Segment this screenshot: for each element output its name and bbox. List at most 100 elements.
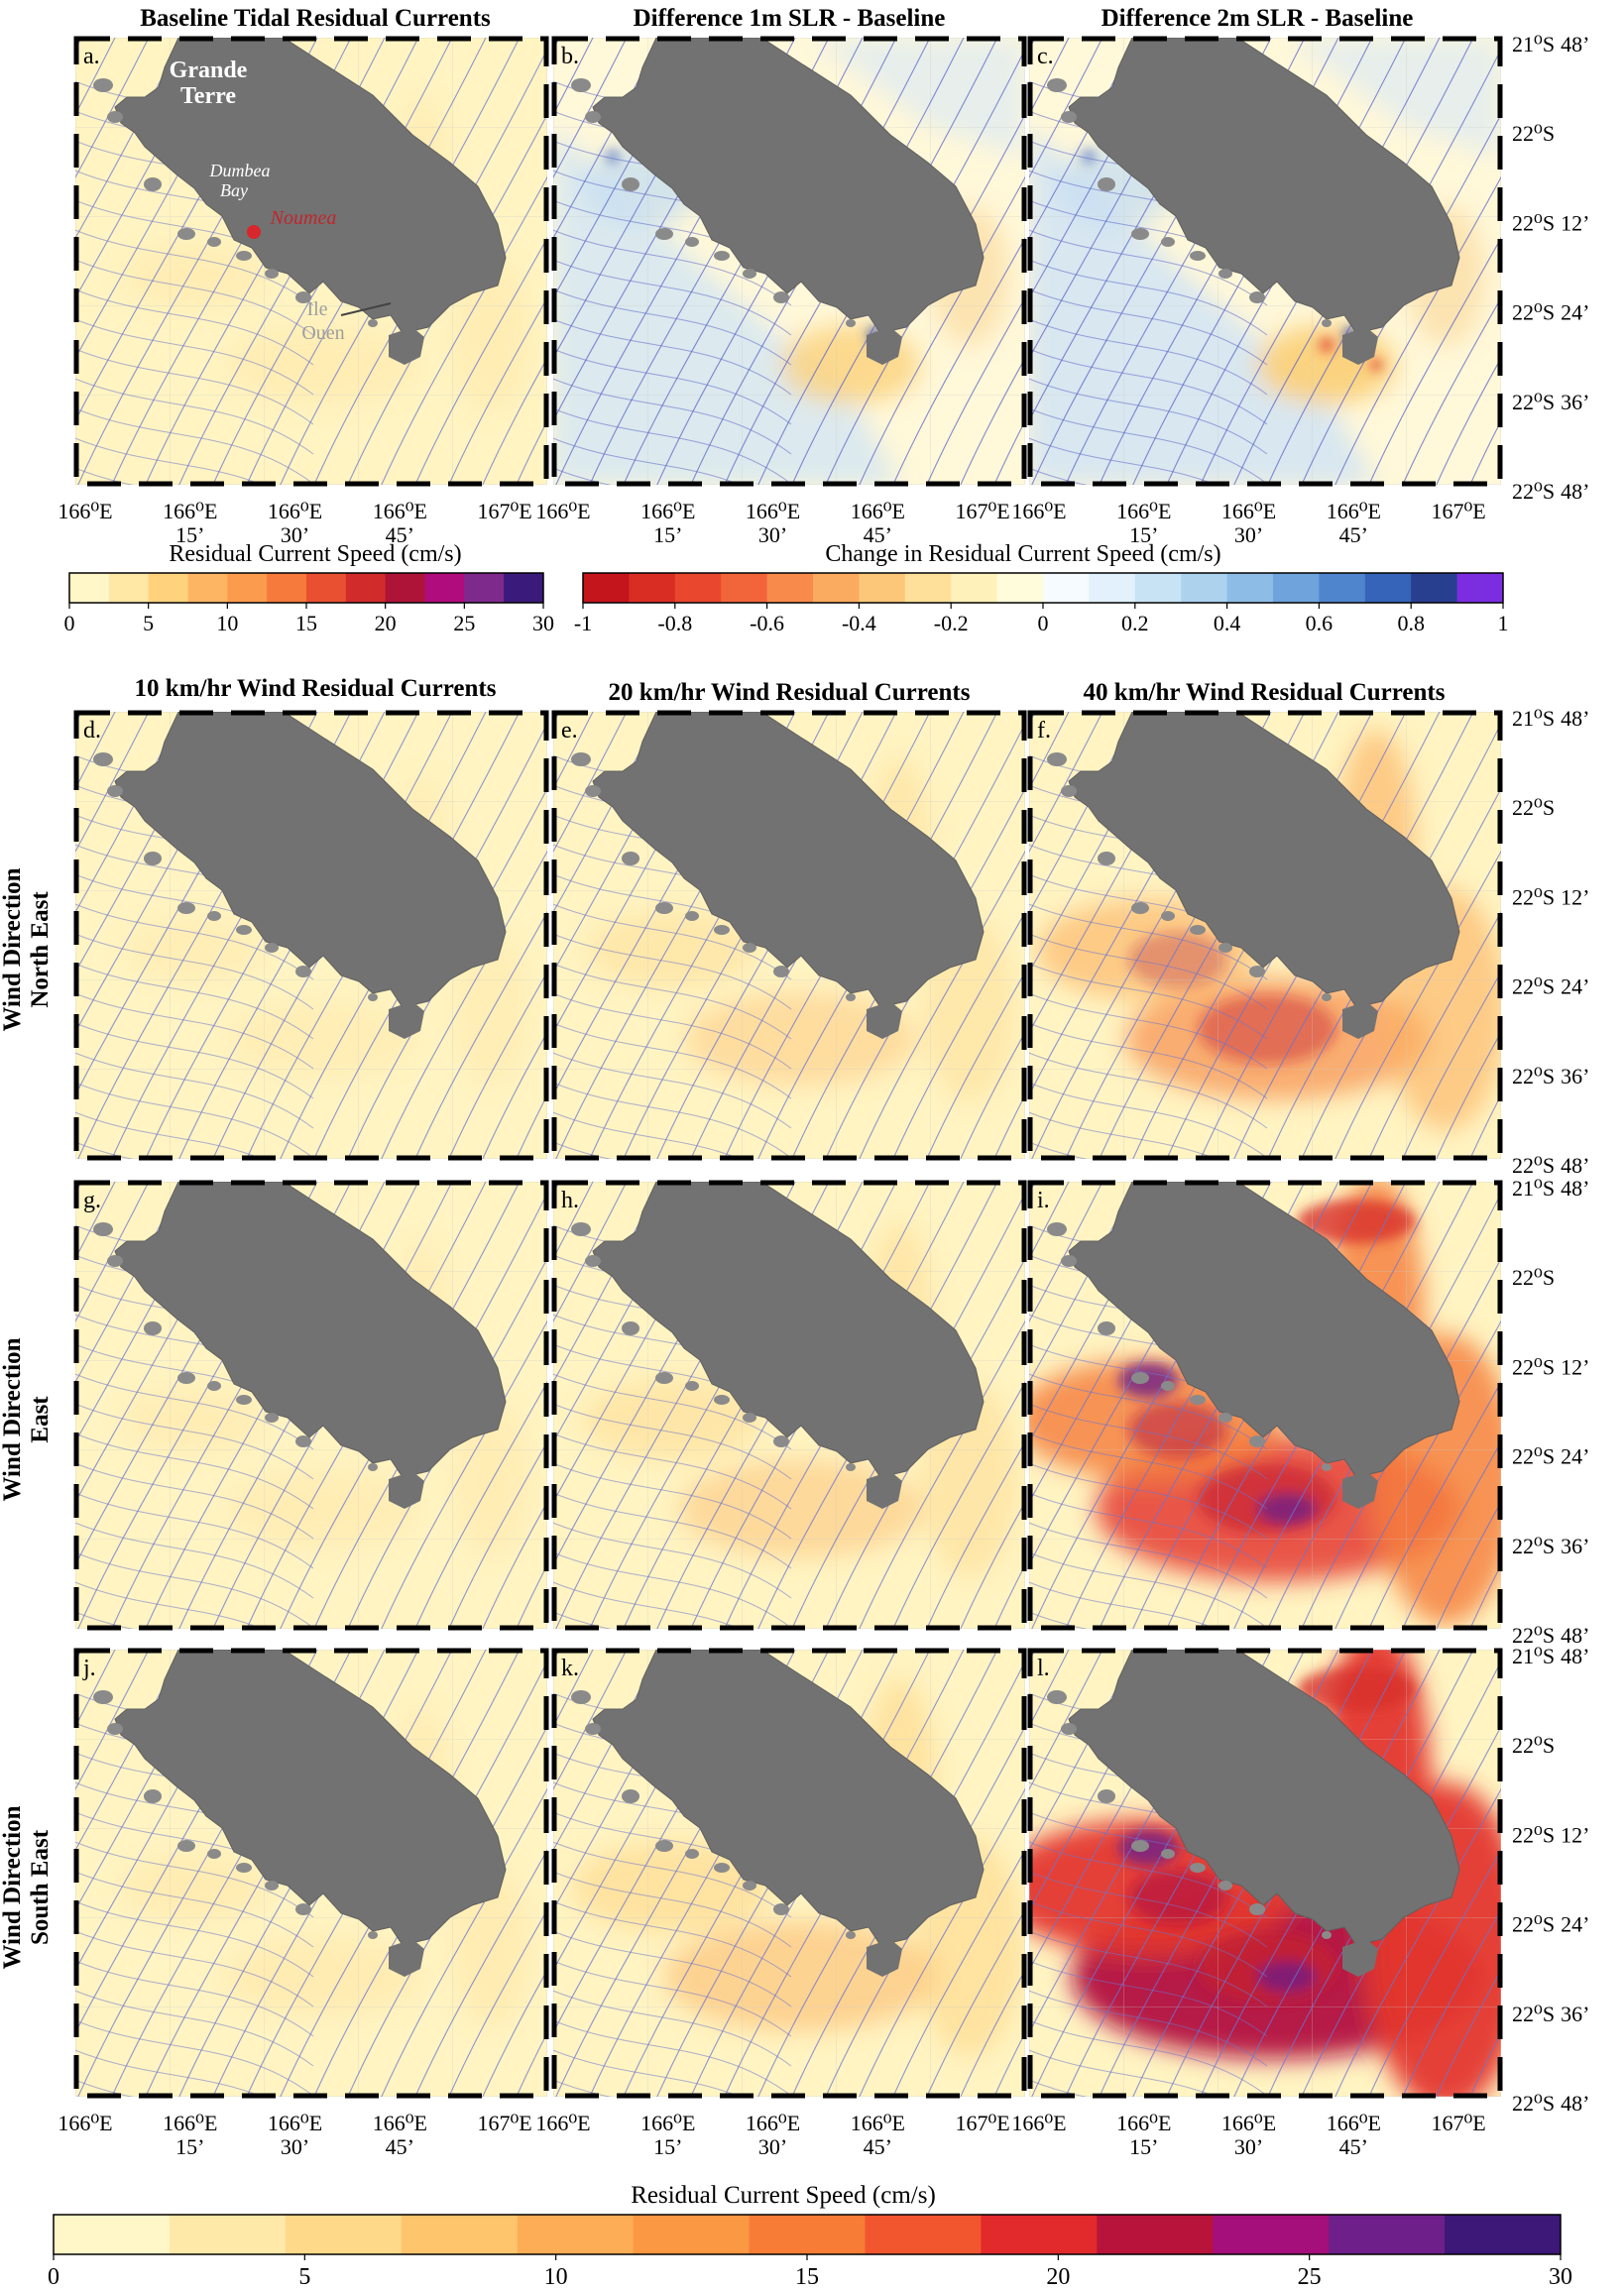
- row-label-north-east-line1: Wind Direction: [0, 867, 26, 1031]
- islet: [1161, 1381, 1175, 1391]
- streamline: [1334, 1787, 1501, 2097]
- islet: [571, 78, 591, 92]
- colorbar-swatch: [629, 573, 676, 603]
- latitude-tick-label: 22⁰S 24’: [1512, 1444, 1589, 1469]
- streamline: [75, 963, 314, 1040]
- land-grande-terre: [114, 1182, 507, 1478]
- map-frame: [1027, 1648, 1503, 2099]
- streamline: [1029, 1052, 1268, 1129]
- streamline: [414, 1849, 547, 2097]
- streamline: [482, 1030, 547, 1159]
- map-panel-j: j.: [73, 1648, 549, 2099]
- streamline: [553, 1141, 612, 1159]
- row-label-east-line2: East: [27, 1396, 54, 1443]
- title-d: 10 km/hr Wind Residual Currents: [135, 675, 497, 702]
- streamline: [553, 318, 792, 396]
- streamline: [1029, 437, 1218, 485]
- colorbar-speed-small-title: Residual Current Speed (cm/s): [169, 541, 461, 567]
- islet: [1190, 251, 1206, 261]
- streamline: [553, 1022, 792, 1099]
- streamline: [516, 419, 547, 485]
- longitude-tick-label: 166⁰E: [163, 499, 217, 523]
- islet: [295, 1903, 311, 1915]
- colorbar-tick-label: 5: [298, 2264, 310, 2290]
- islet: [585, 1723, 601, 1735]
- colorbar-swatch: [187, 573, 228, 603]
- streamline: [1334, 850, 1501, 1159]
- streamline: [553, 1492, 792, 1569]
- streamline: [75, 1022, 314, 1099]
- colorbar-swatch: [401, 2215, 519, 2254]
- land-grande-terre: [592, 1182, 985, 1478]
- panel-label: h.: [561, 1188, 579, 1213]
- islet: [1322, 1931, 1332, 1939]
- land-grande-terre: [592, 712, 985, 1008]
- islet: [368, 319, 378, 327]
- land-ile-ouen: [867, 1001, 902, 1039]
- colorbar-tick-label: 20: [375, 611, 397, 635]
- colorbar-swatch: [464, 573, 505, 603]
- streamline: [1029, 348, 1268, 425]
- streamline: [1029, 1960, 1268, 2037]
- longitude-tick-label: 166⁰E: [1116, 2111, 1171, 2135]
- map-annotation: Terre: [180, 83, 236, 109]
- colorbar-swatch: [306, 573, 347, 603]
- streamline: [1029, 1551, 1268, 1629]
- islet: [655, 1372, 673, 1384]
- islet: [1161, 1849, 1175, 1859]
- longitude-tick-label: 166⁰E: [1327, 2111, 1381, 2135]
- islet: [107, 785, 123, 797]
- islet: [1161, 237, 1175, 247]
- streamline: [75, 1182, 150, 1323]
- colorbar-swatch: [1134, 573, 1182, 603]
- streamline: [75, 903, 314, 980]
- map-annotation: Bay: [220, 180, 248, 200]
- islet: [1131, 1840, 1149, 1852]
- streamline: [75, 1492, 314, 1569]
- longitude-tick-label: 45’: [386, 522, 414, 547]
- islet: [773, 966, 789, 977]
- colorbar-tick-label: -0.8: [657, 611, 692, 635]
- colorbar-swatch: [813, 573, 860, 603]
- map-panel-c: c.: [1027, 36, 1503, 487]
- land-grande-terre: [1068, 712, 1460, 1008]
- latitude-tick-label: 21⁰S 48’: [1512, 706, 1589, 731]
- colorbar-tick-label: 25: [1298, 2264, 1322, 2290]
- longitude-tick-label: 166⁰E: [1327, 499, 1381, 523]
- islet: [144, 852, 162, 865]
- map-panel-g: g.: [73, 1180, 549, 1631]
- islet: [1047, 1690, 1067, 1704]
- islet: [685, 1381, 699, 1391]
- streamline: [516, 1093, 547, 1159]
- streamline: [1368, 1849, 1501, 2097]
- map-panel-f: f.: [1027, 710, 1503, 1161]
- longitude-tick-label: 166⁰E: [58, 499, 112, 523]
- colorbar-swatch: [1411, 573, 1458, 603]
- longitude-tick-label: 167⁰E: [477, 2111, 531, 2135]
- map-panel-k: k.: [551, 1648, 1027, 2099]
- map-frame: [73, 1648, 549, 2099]
- islet: [1131, 228, 1149, 240]
- land-grande-terre: [114, 712, 507, 1008]
- streamline: [75, 1650, 150, 1791]
- longitude-tick-label: 167⁰E: [477, 499, 531, 523]
- streamline: [1029, 1990, 1268, 2067]
- streamline: [1029, 1492, 1268, 1569]
- islet: [207, 1381, 221, 1391]
- islet: [1061, 785, 1077, 797]
- colorbar-tick-label: -0.2: [934, 611, 969, 635]
- colorbar-tick-label: -0.6: [750, 611, 784, 635]
- title-e: 20 km/hr Wind Residual Currents: [609, 679, 971, 706]
- colorbar-speed-large-title: Residual Current Speed (cm/s): [631, 2182, 936, 2209]
- land-ile-ouen: [1342, 1001, 1378, 1039]
- streamline: [993, 1563, 1025, 1629]
- streamline: [553, 1990, 792, 2067]
- longitude-tick-label: 30’: [1234, 522, 1263, 547]
- panel-label: g.: [83, 1188, 101, 1213]
- colorbar-swatch: [504, 573, 544, 603]
- streamline: [1469, 1563, 1501, 1629]
- islet: [107, 1723, 123, 1735]
- map-panel-h: h.: [551, 1180, 1027, 1631]
- streamline: [553, 2049, 742, 2097]
